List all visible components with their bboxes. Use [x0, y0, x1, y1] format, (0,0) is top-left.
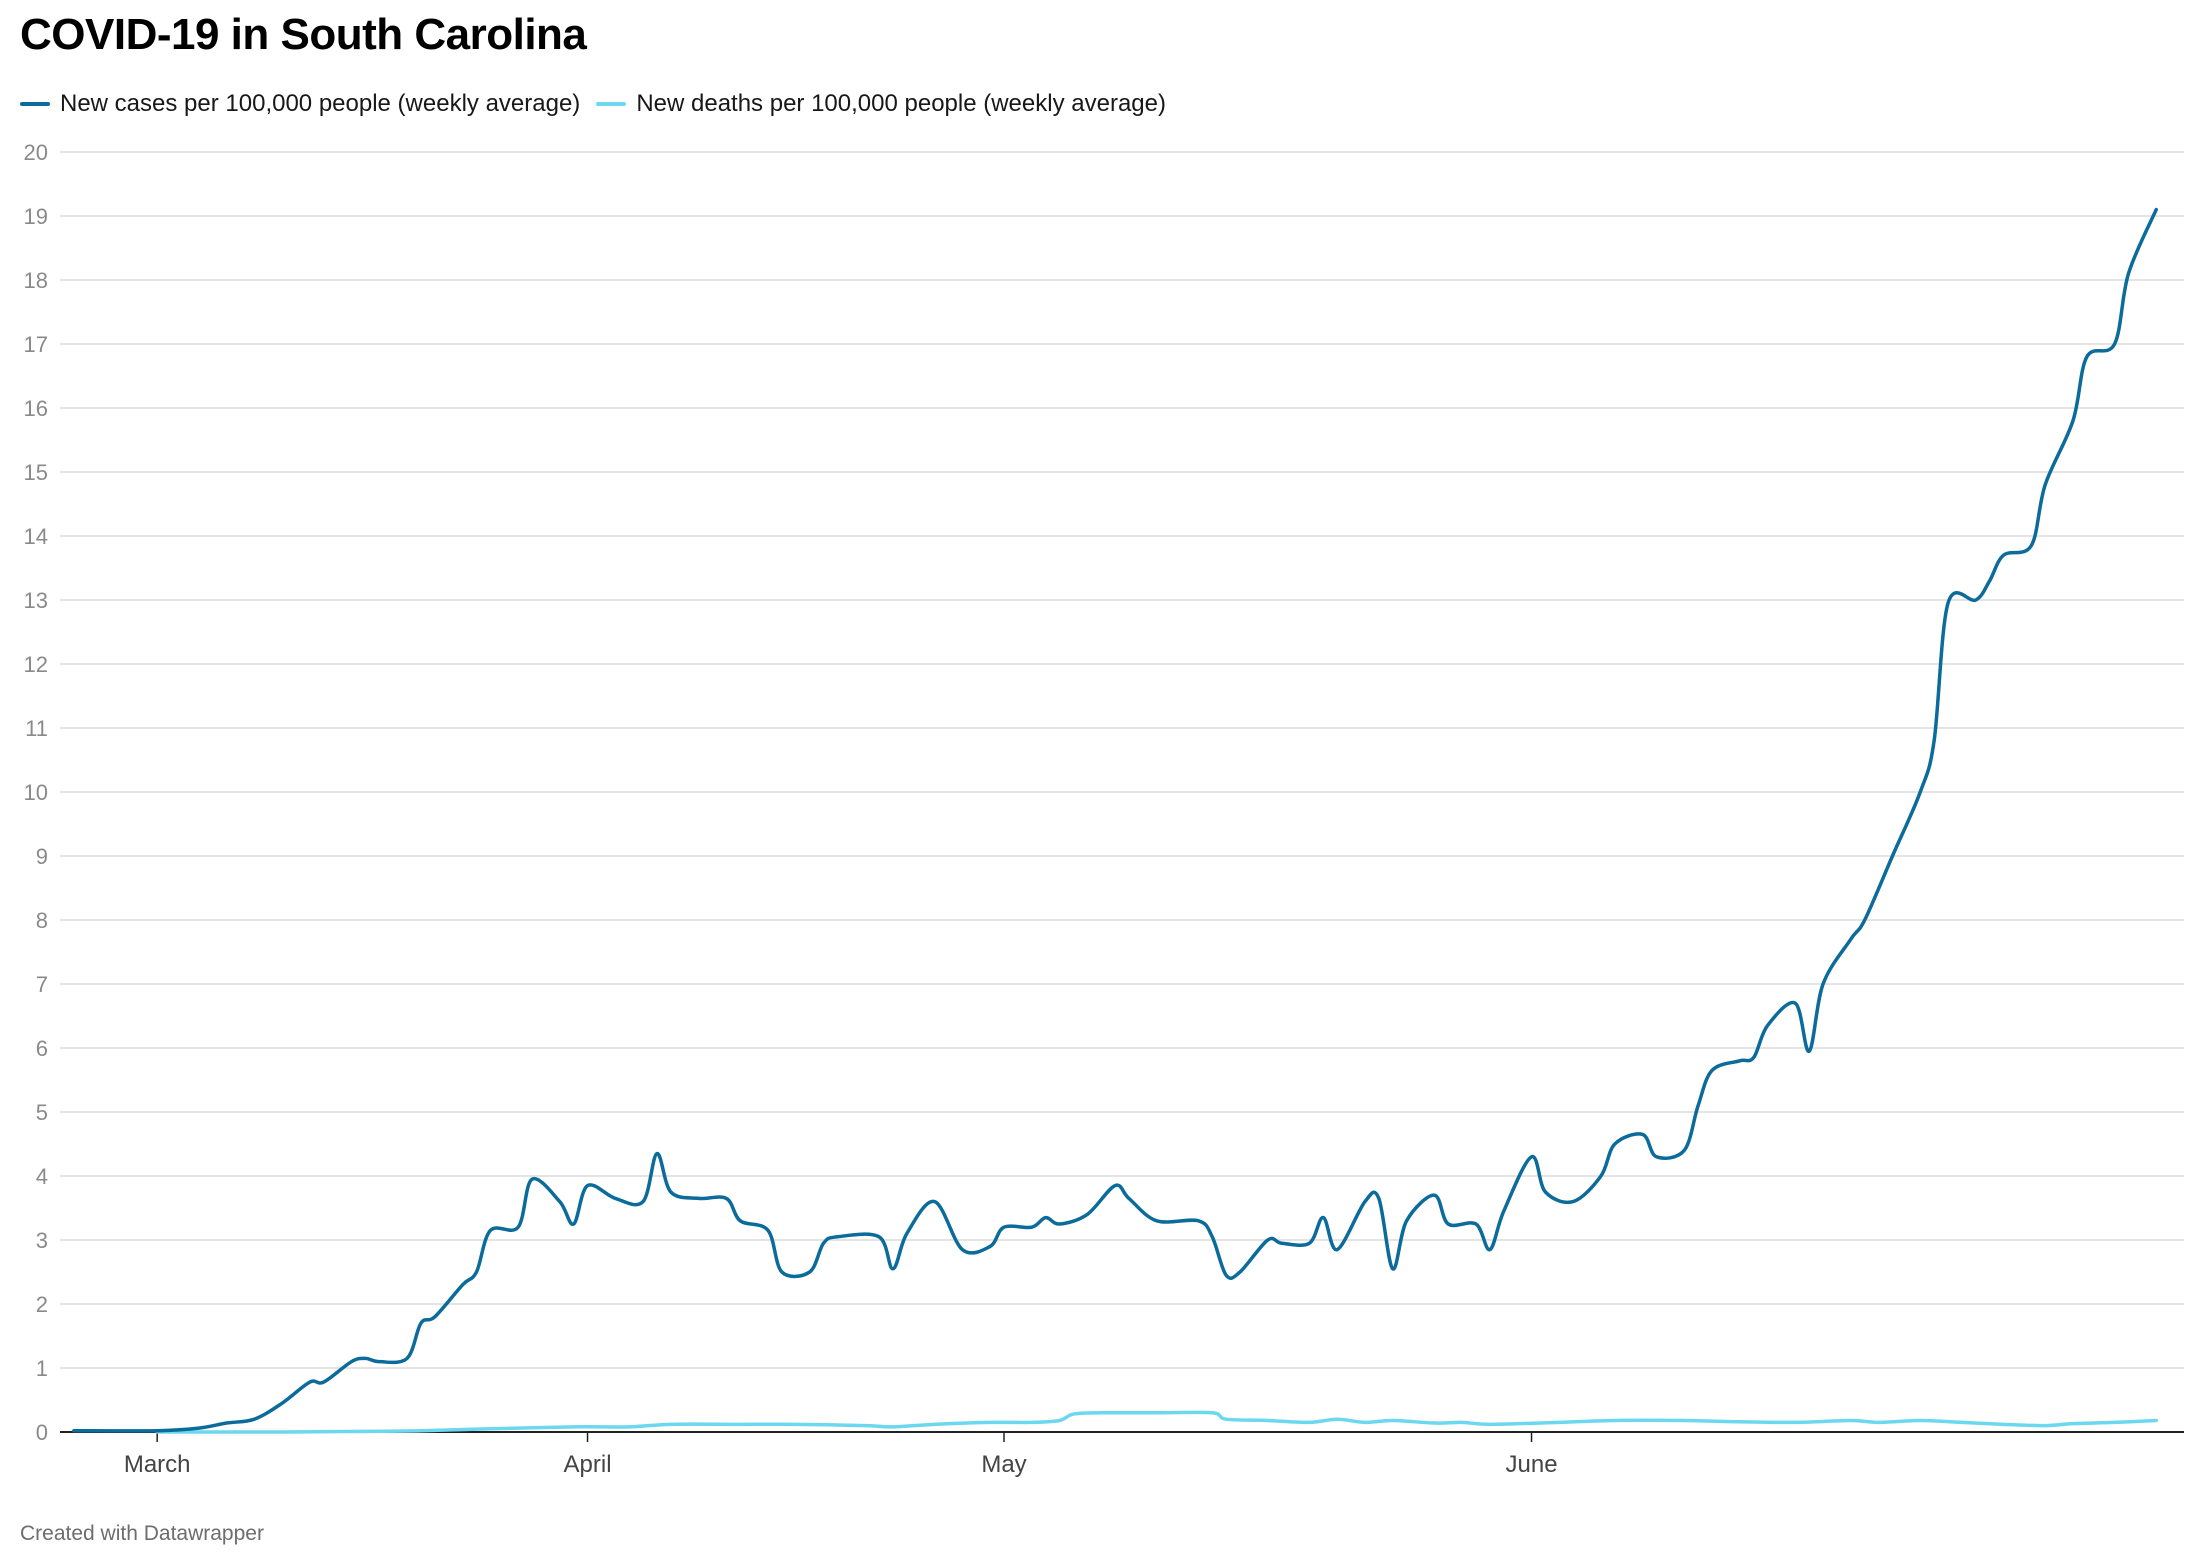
- y-tick-label: 1: [36, 1356, 48, 1381]
- series-line-new-cases: [72, 207, 2158, 1433]
- y-tick-label: 10: [24, 780, 48, 805]
- y-tick-label: 18: [24, 268, 48, 293]
- y-tick-label: 3: [36, 1228, 48, 1253]
- y-tick-label: 17: [24, 332, 48, 357]
- chart-title: COVID-19 in South Carolina: [20, 10, 587, 59]
- series-line-new-deaths: [155, 1410, 2158, 1434]
- y-tick-label: 7: [36, 972, 48, 997]
- legend: New cases per 100,000 people (weekly ave…: [20, 90, 1182, 118]
- x-tick-label: June: [1506, 1451, 1558, 1478]
- y-tick-label: 9: [36, 844, 48, 869]
- y-tick-label: 13: [24, 588, 48, 613]
- y-tick-label: 20: [24, 140, 48, 165]
- y-tick-label: 5: [36, 1100, 48, 1125]
- legend-item-deaths: New deaths per 100,000 people (weekly av…: [596, 90, 1166, 118]
- y-tick-label: 14: [24, 524, 48, 549]
- legend-swatch-deaths: [596, 102, 627, 106]
- y-tick-label: 11: [25, 716, 48, 741]
- legend-item-cases: New cases per 100,000 people (weekly ave…: [20, 90, 580, 118]
- y-tick-label: 16: [24, 396, 48, 421]
- y-tick-label: 8: [36, 908, 48, 933]
- legend-label-deaths: New deaths per 100,000 people (weekly av…: [636, 90, 1166, 117]
- x-tick-label: May: [981, 1451, 1026, 1478]
- series-layer: [72, 207, 2158, 1434]
- x-tick-label: March: [124, 1451, 191, 1478]
- legend-swatch-cases: [20, 102, 50, 106]
- y-tick-label: 19: [24, 204, 48, 229]
- footer-credit: Created with Datawrapper: [20, 1522, 264, 1545]
- y-tick-label: 0: [36, 1420, 48, 1445]
- y-tick-label: 2: [36, 1292, 48, 1317]
- y-tick-label: 12: [24, 652, 48, 677]
- x-axis: March April May June: [60, 1431, 2184, 1478]
- y-tick-label: 15: [24, 460, 48, 485]
- y-tick-label: 4: [36, 1164, 48, 1189]
- legend-label-cases: New cases per 100,000 people (weekly ave…: [60, 90, 581, 117]
- x-tick-label: April: [564, 1451, 612, 1478]
- y-tick-label: 6: [36, 1036, 48, 1061]
- grid-layer: [60, 151, 2184, 1369]
